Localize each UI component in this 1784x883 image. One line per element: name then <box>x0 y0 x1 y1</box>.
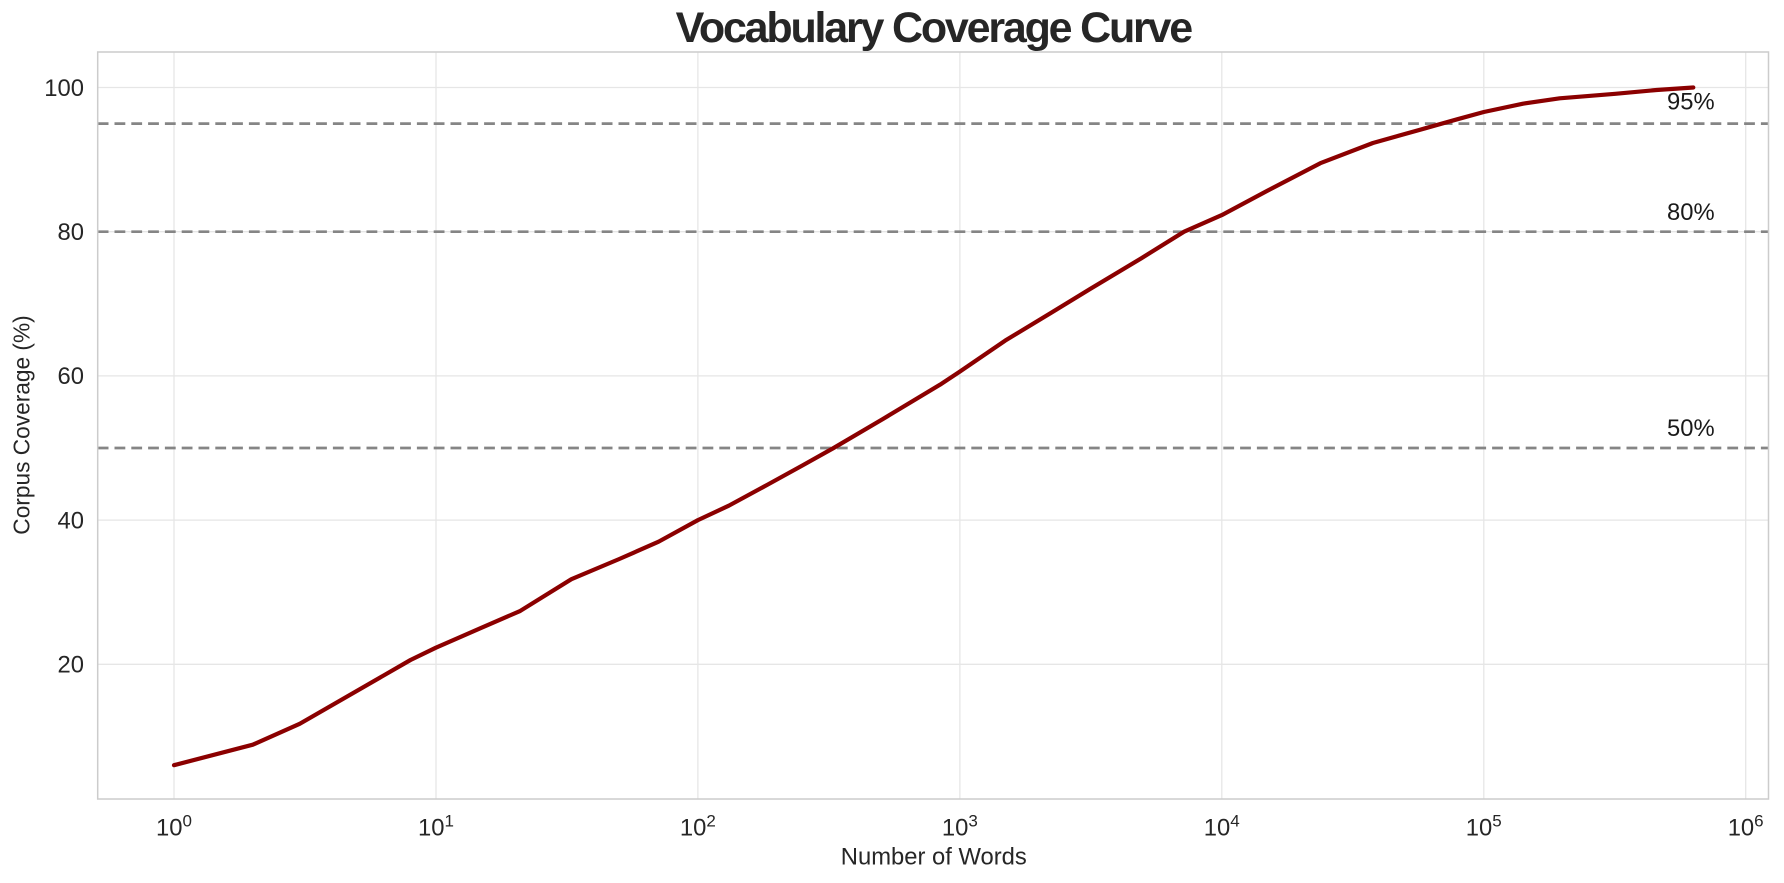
svg-text:Vocabulary Coverage Curve: Vocabulary Coverage Curve <box>676 4 1193 52</box>
svg-text:60: 60 <box>58 363 84 390</box>
svg-text:80%: 80% <box>1667 199 1715 226</box>
svg-text:100: 100 <box>156 812 192 842</box>
svg-text:Number of Words: Number of Words <box>841 843 1027 870</box>
svg-text:80: 80 <box>58 219 84 246</box>
svg-text:50%: 50% <box>1667 415 1715 442</box>
svg-text:100: 100 <box>44 75 84 102</box>
svg-text:95%: 95% <box>1667 88 1715 115</box>
svg-text:20: 20 <box>58 652 84 679</box>
svg-text:40: 40 <box>58 507 84 534</box>
svg-text:Corpus Coverage (%): Corpus Coverage (%) <box>8 315 34 534</box>
